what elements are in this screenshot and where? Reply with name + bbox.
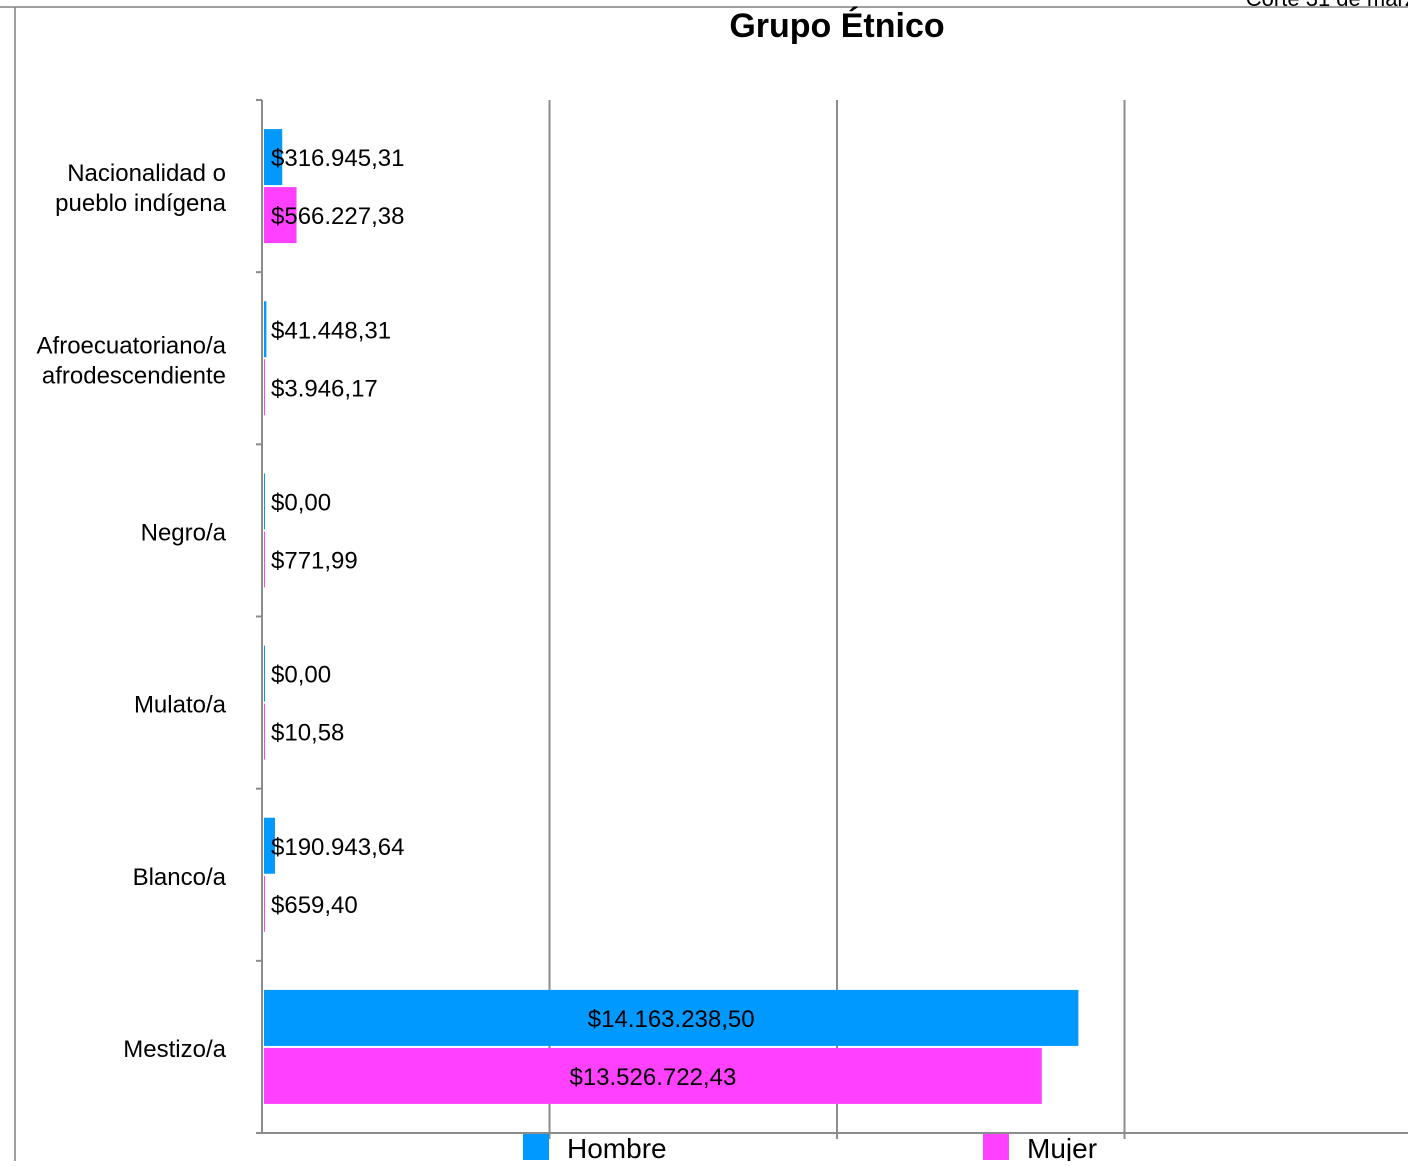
data-label: $10,58 xyxy=(271,720,344,747)
category-label: Nacionalidad o xyxy=(67,160,226,187)
bar-mujer xyxy=(264,187,297,244)
bar-mujer xyxy=(264,359,265,416)
category-label: afrodescendiente xyxy=(42,362,226,389)
data-label: $316.945,31 xyxy=(271,145,404,172)
legend-label: Hombre xyxy=(567,1133,667,1161)
bar-hombre xyxy=(264,817,275,874)
legend-label: Mujer xyxy=(1027,1133,1097,1161)
bar-hombre xyxy=(264,989,1079,1046)
bar-mujer xyxy=(264,875,265,932)
category-label: Negro/a xyxy=(141,519,227,546)
category-label: Mulato/a xyxy=(134,692,227,719)
bar-mujer xyxy=(264,531,265,588)
legend-swatch-hombre xyxy=(523,1134,549,1160)
bar-mujer xyxy=(264,1047,1042,1104)
data-label: $566.227,38 xyxy=(271,203,404,230)
chart-title: Grupo Étnico xyxy=(729,7,944,45)
bar-mujer xyxy=(264,703,265,760)
corner-note: Corte 31 de marzo xyxy=(1246,0,1408,12)
category-label: Afroecuatoriano/a xyxy=(37,332,227,359)
data-label: $659,40 xyxy=(271,892,358,919)
data-label: $41.448,31 xyxy=(271,317,391,344)
data-label: $3.946,17 xyxy=(271,375,378,402)
data-label: $13.526.722,43 xyxy=(569,1064,736,1091)
data-label: $0,00 xyxy=(271,662,331,689)
bar-hombre xyxy=(264,645,265,702)
legend-swatch-mujer xyxy=(983,1134,1009,1160)
bar-hombre xyxy=(264,301,267,358)
category-label: pueblo indígena xyxy=(55,190,226,217)
category-label: Blanco/a xyxy=(133,864,227,891)
data-label: $771,99 xyxy=(271,547,358,574)
data-label: $14.163.238,50 xyxy=(588,1006,755,1033)
data-label: $190.943,64 xyxy=(271,834,404,861)
bar-hombre xyxy=(264,129,283,186)
category-label: Mestizo/a xyxy=(123,1036,226,1063)
bar-hombre xyxy=(264,473,265,530)
data-label: $0,00 xyxy=(271,489,331,516)
